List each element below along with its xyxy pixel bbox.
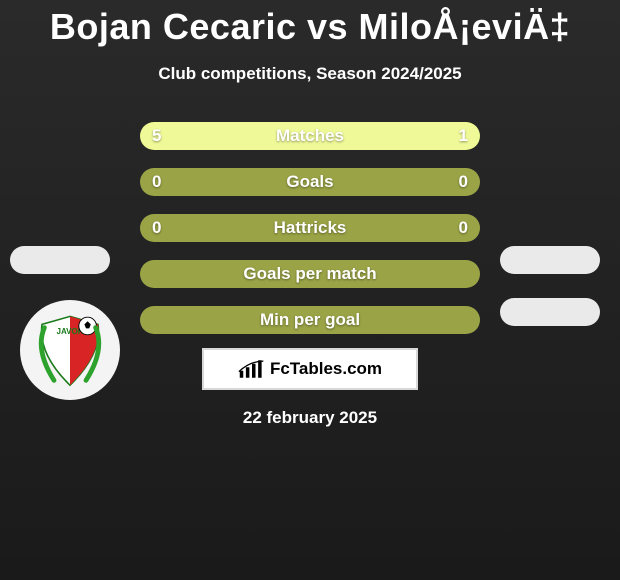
player-left-pill: [10, 246, 110, 274]
brand-box[interactable]: FcTables.com: [202, 348, 418, 390]
bar-value-left: 0: [152, 214, 161, 242]
player-right-pill-2: [500, 298, 600, 326]
bar-label: Hattricks: [140, 214, 480, 242]
bar-value-right: 0: [459, 214, 468, 242]
bar-value-right: 1: [459, 122, 468, 150]
bar-chart-icon: [238, 358, 266, 380]
bar-value-right: 0: [459, 168, 468, 196]
bar-label: Goals per match: [140, 260, 480, 288]
team-badge-left: JAVOR: [20, 300, 120, 400]
stat-bar: Goals0 0: [140, 168, 480, 196]
player-right-pill-1: [500, 246, 600, 274]
stat-bar: Matches5 1: [140, 122, 480, 150]
page-title: Bojan Cecaric vs MiloÅ¡eviÄ‡: [0, 0, 620, 48]
bar-value-left: 5: [152, 122, 161, 150]
bar-label: Min per goal: [140, 306, 480, 334]
stat-bar: Goals per match: [140, 260, 480, 288]
subtitle: Club competitions, Season 2024/2025: [0, 64, 620, 84]
comparison-chart: JAVOR Matches51Goals00Hattricks00Goals p…: [0, 122, 620, 336]
stat-bar: Min per goal: [140, 306, 480, 334]
shield-icon: JAVOR: [30, 310, 110, 390]
bar-label: Goals: [140, 168, 480, 196]
stat-bar: Hattricks0 0: [140, 214, 480, 242]
date-text: 22 february 2025: [0, 408, 620, 428]
bar-label: Matches: [140, 122, 480, 150]
brand-text: FcTables.com: [270, 359, 382, 379]
bar-value-left: 0: [152, 168, 161, 196]
